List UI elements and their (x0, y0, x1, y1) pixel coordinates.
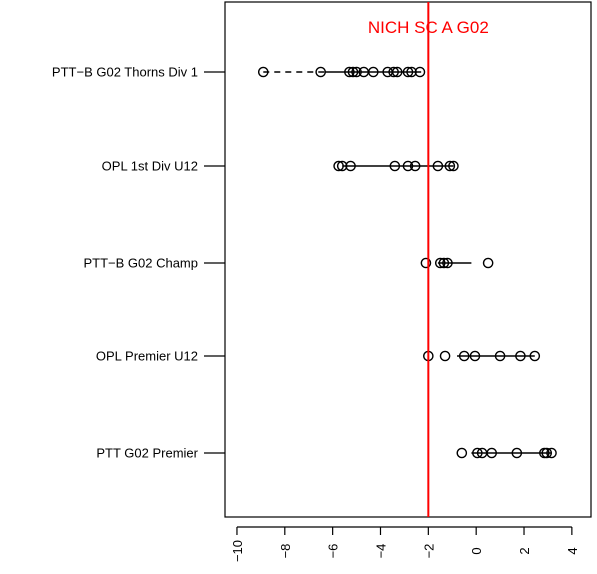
data-point (494, 350, 506, 362)
category-label: PTT−B G02 Thorns Div 1 (52, 65, 198, 80)
x-tick-label: −10 (230, 540, 245, 562)
x-tick-label: 0 (469, 547, 484, 554)
x-tick-label: −8 (278, 544, 293, 559)
x-tick-label: −6 (326, 544, 341, 559)
data-point (438, 257, 450, 269)
data-point (333, 160, 344, 172)
data-point (439, 350, 451, 362)
data-point (388, 66, 399, 78)
data-point (257, 66, 269, 78)
series-group (456, 447, 557, 459)
data-point (368, 66, 379, 78)
x-tick-label: −4 (373, 544, 388, 559)
category-label: OPL Premier U12 (96, 349, 198, 364)
data-point (511, 447, 523, 459)
data-point (344, 66, 355, 78)
data-point (336, 160, 348, 172)
x-tick-label: 2 (517, 547, 532, 554)
series-group (333, 160, 459, 172)
category-label: OPL 1st Div U12 (102, 159, 198, 174)
data-point (345, 160, 356, 172)
data-point (391, 66, 403, 78)
data-point (347, 66, 359, 78)
data-point (414, 66, 426, 78)
data-point (420, 257, 432, 269)
data-point (482, 257, 494, 269)
data-point (402, 66, 414, 78)
data-point (406, 66, 417, 78)
data-point (409, 160, 421, 172)
data-point (434, 257, 446, 269)
data-point (529, 350, 541, 362)
data-point (432, 160, 444, 172)
series-group (423, 350, 541, 362)
data-marks (257, 66, 557, 459)
data-point (351, 66, 362, 78)
data-point (486, 447, 498, 459)
plot-frame (224, 1, 592, 518)
data-point (472, 447, 483, 459)
data-point (456, 447, 468, 459)
x-tick-label: 4 (565, 547, 580, 554)
reference-label: NICH SC A G02 (368, 18, 489, 37)
category-labels: PTT−B G02 Thorns Div 1 OPL 1st Div U12 PTT… (52, 65, 225, 461)
series-group (257, 66, 426, 78)
series-group (420, 257, 494, 269)
data-point (315, 66, 326, 78)
data-point (458, 350, 470, 362)
data-point (546, 447, 557, 459)
category-label: PTT−B G02 Champ (83, 256, 198, 271)
data-point (389, 160, 401, 172)
data-point (448, 160, 459, 172)
category-label: PTT G02 Premier (96, 446, 198, 461)
data-point (515, 350, 526, 362)
data-point (442, 257, 453, 269)
x-tick-label: −2 (421, 544, 436, 559)
data-point (469, 350, 481, 362)
data-point (402, 160, 414, 172)
data-point (541, 447, 553, 459)
x-axis-ticks: −10 −8 −6 −4 −2 0 2 4 (230, 527, 580, 562)
data-point (444, 160, 456, 172)
